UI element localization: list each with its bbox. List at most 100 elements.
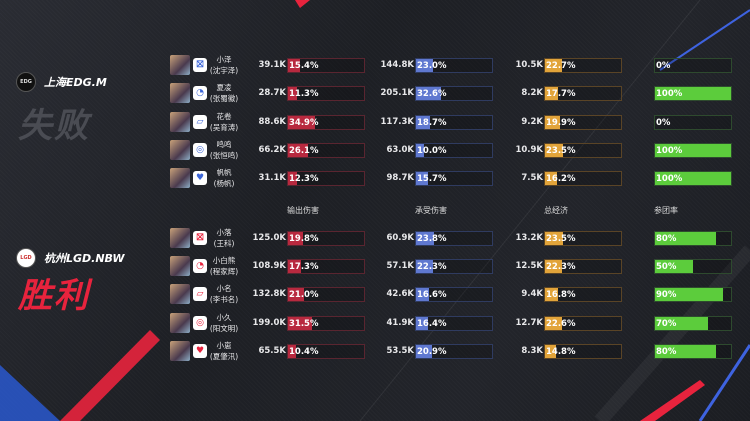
player-row: ♥ 帆帆 (杨帆) 31.1K 12.3% 98.7K 15.7% 7.5K 16… <box>170 168 740 190</box>
gold-value: 12.7K <box>515 318 543 328</box>
tank-percent: 32.6% <box>417 89 447 99</box>
gold-bar-fill <box>545 87 559 100</box>
player-name-block: 帆帆 (杨帆) <box>208 167 240 189</box>
player-name: 帆帆 <box>216 168 232 177</box>
tank-percent: 23.0% <box>417 61 447 71</box>
player-name: 小白熊 <box>212 256 236 265</box>
hero-avatar <box>170 55 190 75</box>
damage-value: 125.0K <box>252 233 286 243</box>
jungle-icon: ⛝ <box>193 231 207 245</box>
player-name-block: 小久 (阳文明) <box>208 312 240 334</box>
damage-value: 39.1K <box>258 60 286 70</box>
tank-value: 60.9K <box>386 233 414 243</box>
tank-value: 57.1K <box>386 261 414 271</box>
damage-bar-fill <box>288 288 304 301</box>
player-name: 夏凌 <box>216 83 232 92</box>
tank-bar-fill <box>416 260 433 273</box>
gold-percent: 23.5% <box>546 146 576 156</box>
participation-percent: 80% <box>656 234 677 244</box>
tank-bar-fill <box>416 288 429 301</box>
damage-bar-fill <box>288 345 296 358</box>
tank-percent: 10.0% <box>417 146 447 156</box>
participation-bar-fill <box>655 317 709 330</box>
participation-percent: 90% <box>656 290 677 300</box>
gold-bar: 22.3% <box>544 259 622 274</box>
gold-bar-fill <box>545 345 557 358</box>
gold-percent: 16.2% <box>546 174 576 184</box>
damage-percent: 12.3% <box>289 174 319 184</box>
tank-bar: 23.8% <box>415 231 493 246</box>
participation-bar-fill <box>655 232 716 245</box>
gold-percent: 17.7% <box>546 89 576 99</box>
clash-lane-icon: ▱ <box>193 115 207 129</box>
participation-bar: 90% <box>654 287 732 302</box>
player-real-name: (吴育涛) <box>209 123 239 132</box>
participation-bar: 100% <box>654 86 732 101</box>
header-damage: 输出伤害 <box>287 206 319 215</box>
mid-icon: ◔ <box>193 259 207 273</box>
participation-bar-fill <box>655 172 731 185</box>
player-real-name: (阳文明) <box>209 324 239 333</box>
tank-percent: 23.8% <box>417 234 447 244</box>
hero-avatar <box>170 140 190 160</box>
gold-bar-fill <box>545 116 561 129</box>
tank-bar-fill <box>416 116 431 129</box>
participation-percent: 100% <box>656 89 683 99</box>
tank-bar-fill <box>416 345 432 358</box>
gold-percent: 22.3% <box>546 262 576 272</box>
player-name-block: 小名 (李书名) <box>208 283 240 305</box>
damage-bar: 15.4% <box>287 58 365 73</box>
tank-percent: 16.6% <box>417 290 447 300</box>
gold-bar: 23.5% <box>544 231 622 246</box>
gold-bar: 22.7% <box>544 58 622 73</box>
player-name-block: 花卷 (吴育涛) <box>208 111 240 133</box>
tank-bar: 10.0% <box>415 143 493 158</box>
damage-percent: 26.1% <box>289 146 319 156</box>
tank-value: 205.1K <box>380 88 414 98</box>
participation-bar: 80% <box>654 231 732 246</box>
participation-percent: 70% <box>656 319 677 329</box>
player-name-block: 夏凌 (张蜀徽) <box>208 82 240 104</box>
player-real-name: (程家辉) <box>209 267 239 276</box>
jungle-icon: ⛝ <box>193 58 207 72</box>
team-logo: EDG <box>16 72 36 92</box>
tank-percent: 20.9% <box>417 347 447 357</box>
tank-value: 53.5K <box>386 346 414 356</box>
player-name: 小崽 <box>216 341 232 350</box>
damage-bar-fill <box>288 260 302 273</box>
mid-icon: ◔ <box>193 86 207 100</box>
hero-avatar <box>170 112 190 132</box>
gold-value: 8.2K <box>521 88 543 98</box>
tank-value: 98.7K <box>386 173 414 183</box>
player-row: ▱ 小名 (李书名) 132.8K 21.0% 42.6K 16.6% 9.4K … <box>170 284 740 306</box>
player-row: ◔ 小白熊 (程家辉) 108.9K 17.3% 57.1K 22.3% 12.5… <box>170 256 740 278</box>
gold-percent: 22.7% <box>546 61 576 71</box>
gold-value: 9.2K <box>521 117 543 127</box>
player-real-name: (王科) <box>213 239 235 248</box>
support-icon: ♥ <box>193 344 207 358</box>
tank-bar: 23.0% <box>415 58 493 73</box>
tank-value: 42.6K <box>386 289 414 299</box>
player-name: 小泽 <box>216 55 232 64</box>
gold-bar-fill <box>545 317 563 330</box>
gold-value: 7.5K <box>521 173 543 183</box>
player-real-name: (杨帆) <box>213 179 235 188</box>
damage-percent: 31.5% <box>289 319 319 329</box>
player-real-name: (张蜀徽) <box>209 94 239 103</box>
tank-value: 41.9K <box>386 318 414 328</box>
player-name-block: 小落 (王科) <box>208 227 240 249</box>
tank-bar-fill <box>416 317 429 330</box>
damage-bar-fill <box>288 116 315 129</box>
gold-bar: 14.8% <box>544 344 622 359</box>
damage-value: 199.0K <box>252 318 286 328</box>
gold-value: 13.2K <box>515 233 543 243</box>
participation-bar: 50% <box>654 259 732 274</box>
damage-value: 66.2K <box>258 145 286 155</box>
participation-bar: 70% <box>654 316 732 331</box>
damage-value: 65.5K <box>258 346 286 356</box>
header-tank: 承受伤害 <box>415 206 447 215</box>
damage-percent: 21.0% <box>289 290 319 300</box>
gold-bar: 17.7% <box>544 86 622 101</box>
tank-bar: 20.9% <box>415 344 493 359</box>
